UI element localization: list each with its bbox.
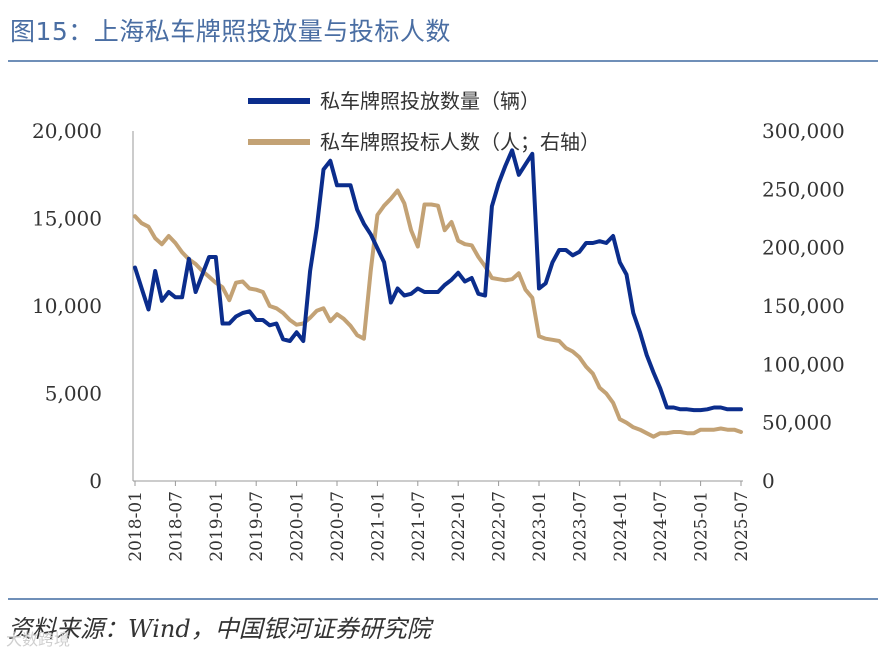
right-tick-label: 250,000: [762, 177, 845, 201]
x-tick-label: 2025-01: [692, 491, 712, 562]
left-tick-label: 10,000: [32, 294, 102, 318]
x-tick-label: 2018-07: [166, 491, 186, 562]
x-tick-label: 2024-01: [611, 491, 631, 562]
right-tick-label: 0: [762, 469, 775, 493]
tick-labels: 0 5,000 10,000 15,000 20,000 0 50,000 100,000 15…: [32, 119, 845, 562]
right-tick-label: 150,000: [762, 294, 845, 318]
legend: 私车牌照投放数量（辆） 私车牌照投标人数（人；右轴）: [248, 89, 600, 154]
left-tick-label: 20,000: [32, 119, 102, 143]
series-line-bidders: [133, 188, 743, 439]
legend-label-bidders: 私车牌照投标人数（人；右轴）: [320, 130, 600, 154]
right-tick-label: 50,000: [762, 411, 832, 435]
right-tick-label: 100,000: [762, 352, 845, 376]
top-rule: [8, 60, 878, 62]
x-tick-label: 2023-01: [530, 491, 550, 562]
figure-title: 图15：上海私车牌照投放量与投标人数: [10, 17, 451, 46]
right-tick-label: 300,000: [762, 119, 845, 143]
x-tick-label: 2023-07: [570, 491, 590, 562]
chart: 0 5,000 10,000 15,000 20,000 0 50,000 100,000 15…: [32, 89, 845, 562]
x-tick-label: 2019-07: [247, 491, 267, 562]
series-lines: [133, 148, 743, 439]
source-note: 资料来源：Wind，中国银河证券研究院: [8, 615, 431, 643]
x-tick-label: 2018-01: [126, 491, 146, 562]
x-tick-label: 2022-01: [449, 491, 469, 562]
right-tick-label: 200,000: [762, 236, 845, 260]
watermark: 大数跨境: [6, 630, 71, 649]
left-tick-label: 5,000: [45, 382, 102, 406]
x-tick-label: 2025-07: [732, 491, 752, 562]
x-tick-label: 2019-01: [207, 491, 227, 562]
bottom-rule: [8, 598, 878, 600]
legend-label-plates: 私车牌照投放数量（辆）: [320, 89, 540, 113]
left-tick-label: 0: [89, 469, 102, 493]
x-tick-label: 2022-07: [490, 491, 510, 562]
x-tick-label: 2024-07: [651, 491, 671, 562]
x-tick-label: 2021-07: [409, 491, 429, 562]
axes: [132, 131, 743, 482]
x-tick-label: 2020-01: [288, 491, 308, 562]
left-tick-label: 15,000: [32, 207, 102, 231]
x-tick-label: 2021-01: [368, 491, 388, 562]
series-line-plates: [133, 148, 743, 413]
x-tick-label: 2020-07: [328, 491, 348, 562]
